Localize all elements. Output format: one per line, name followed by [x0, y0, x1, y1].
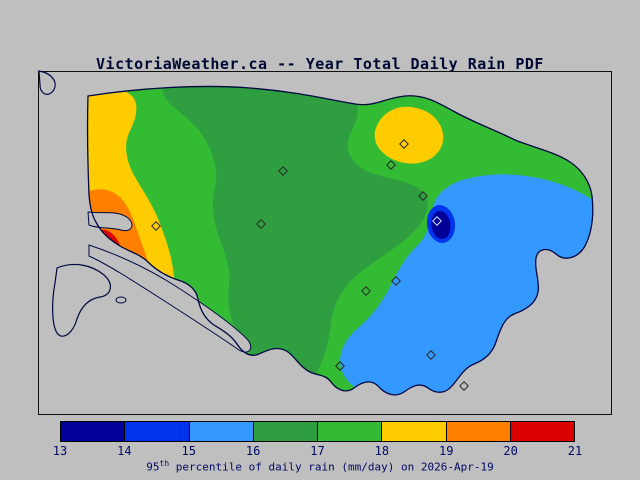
caption-number: 95: [146, 460, 160, 474]
island-northwest-corner: [38, 70, 56, 95]
colorbar-segment-20-21: [510, 422, 574, 441]
colorbar-segment-18-19: [382, 422, 447, 441]
plot-frame: [38, 71, 612, 415]
contour-region-18-19-north: [374, 106, 444, 164]
contour-region-16-17: [162, 86, 428, 395]
colorbar-segment-15-16: [189, 422, 254, 441]
islet: [115, 296, 127, 304]
colorbar-segment-13-14: [61, 422, 126, 441]
page-title: VictoriaWeather.ca -- Year Total Daily R…: [96, 55, 544, 73]
coastline: [86, 85, 594, 396]
inlet-channel-small: [87, 211, 133, 232]
contour-region-13-14: [431, 211, 451, 239]
colorbar-segment-14-15: [125, 422, 190, 441]
caption-text: percentile of daily rain (mm/day) on 202…: [169, 460, 494, 474]
colorbar-segment-17-18: [318, 422, 383, 441]
inlet-channel-diagonal: [88, 244, 252, 353]
island-southwest: [52, 263, 111, 337]
colorbar-segment-19-20: [446, 422, 511, 441]
colorbar-segment-16-17: [253, 422, 318, 441]
colorbar: [60, 421, 575, 442]
caption-superscript: th: [159, 459, 170, 468]
caption: 95th percentile of daily rain (mm/day) o…: [0, 459, 640, 474]
